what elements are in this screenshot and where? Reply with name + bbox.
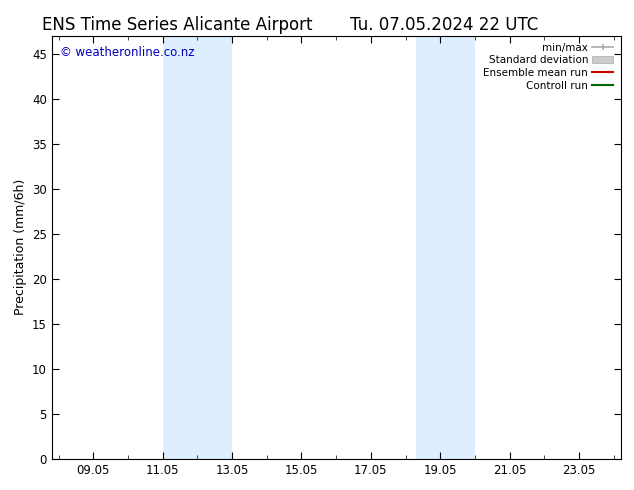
Text: ENS Time Series Alicante Airport: ENS Time Series Alicante Airport [42,16,313,34]
Bar [416,36,475,459]
Bar [163,36,232,459]
Y-axis label: Precipitation (mm/6h): Precipitation (mm/6h) [13,179,27,315]
Text: Tu. 07.05.2024 22 UTC: Tu. 07.05.2024 22 UTC [350,16,538,34]
Legend: min/max, Standard deviation, Ensemble mean run, Controll run: min/max, Standard deviation, Ensemble me… [481,41,615,93]
Text: © weatheronline.co.nz: © weatheronline.co.nz [60,46,195,59]
